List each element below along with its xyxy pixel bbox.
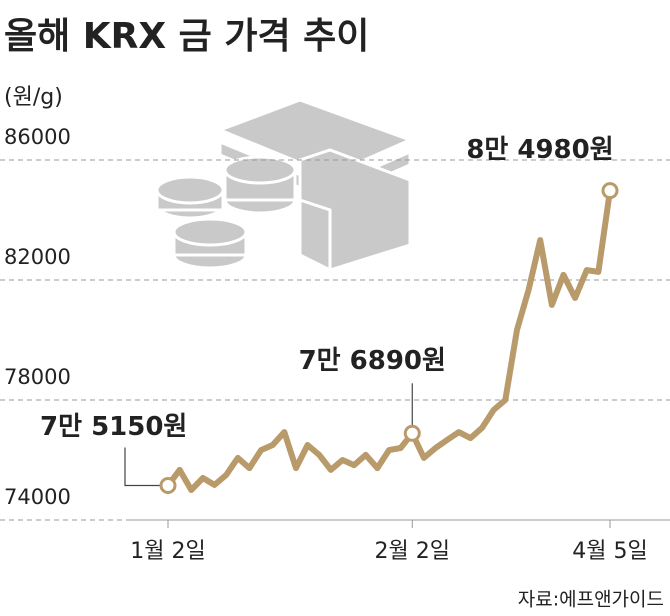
leader [124,447,168,487]
y-tick-label: 82000 [4,245,71,269]
x-tick-label: 4월 5일 [572,539,647,564]
marker [601,182,619,200]
line [165,190,613,493]
source: 자료:에프앤가이드 [518,589,664,611]
marker [159,477,177,494]
x-tick-label: 1월 2일 [130,539,205,564]
money-icon [155,98,415,273]
x-tick-label: 2월 2일 [375,539,450,564]
value-label: 7만 6890원 [299,346,446,376]
marker [403,424,421,442]
value-label: 8만 4980원 [466,135,613,165]
value-label: 7만 5150원 [40,412,187,442]
y-tick-label: 86000 [4,125,71,149]
y-tick-label: 78000 [4,365,71,389]
chart-title: 올해 KRX 금 가격 추이 [4,16,369,57]
y-tick-label: 74000 [4,485,71,509]
y-axis-label: (원/g) [4,85,63,110]
